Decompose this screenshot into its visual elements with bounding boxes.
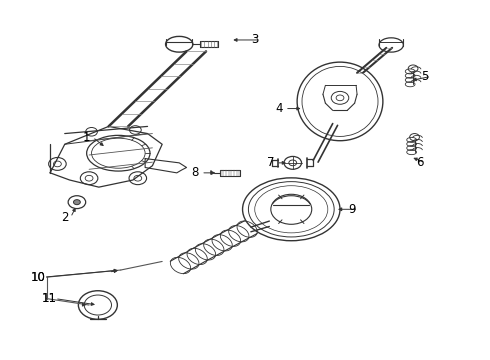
Text: 7: 7 <box>267 156 274 169</box>
Text: 10: 10 <box>30 271 46 284</box>
Text: 4: 4 <box>275 102 283 115</box>
Text: 10: 10 <box>30 271 46 284</box>
Text: 3: 3 <box>251 33 258 46</box>
Text: 11: 11 <box>42 292 57 305</box>
Text: 1: 1 <box>83 131 90 144</box>
Circle shape <box>74 200 80 204</box>
Text: 5: 5 <box>421 70 429 83</box>
Text: 11: 11 <box>42 292 57 305</box>
Text: 9: 9 <box>348 203 356 216</box>
Text: 2: 2 <box>61 211 69 224</box>
Text: 6: 6 <box>416 156 423 169</box>
Text: 8: 8 <box>192 166 199 179</box>
